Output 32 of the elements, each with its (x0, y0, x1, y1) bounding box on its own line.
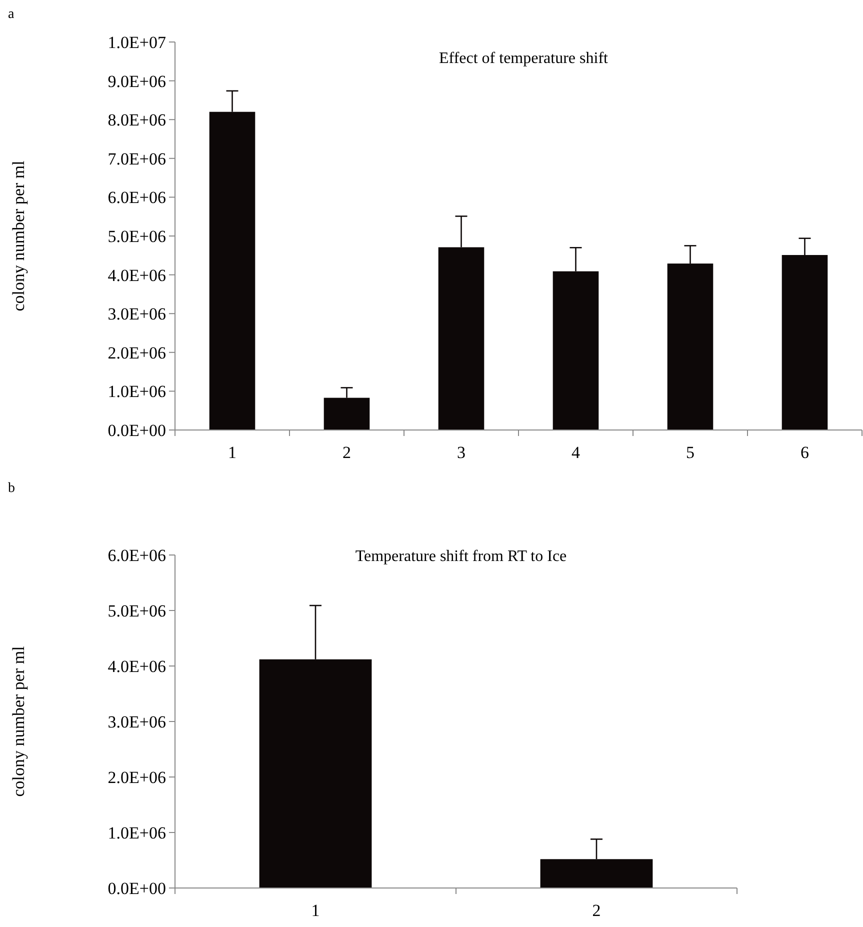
y-axis-title: colony number per ml (9, 160, 28, 312)
y-tick-label: 2.0E+06 (108, 343, 166, 362)
chart-title: Temperature shift from RT to Ice (355, 548, 567, 565)
y-tick-label: 9.0E+06 (108, 72, 166, 91)
y-tick-label: 2.0E+06 (108, 768, 166, 787)
y-tick-label: 4.0E+06 (108, 656, 166, 676)
y-tick-label: 3.0E+06 (108, 304, 166, 324)
y-tick-label: 5.0E+06 (108, 601, 166, 620)
y-tick-label: 1.0E+07 (108, 32, 166, 52)
x-tick-label: 4 (572, 443, 580, 462)
y-tick-label: 0.0E+00 (108, 420, 166, 440)
x-tick-label: 2 (592, 901, 601, 920)
y-tick-label: 8.0E+06 (108, 110, 166, 130)
y-tick-label: 7.0E+06 (108, 149, 166, 168)
y-tick-label: 1.0E+06 (108, 823, 166, 842)
x-tick-label: 1 (228, 443, 236, 462)
x-tick-label: 3 (457, 443, 466, 462)
text: a (8, 7, 15, 22)
y-tick-label: 0.0E+00 (108, 878, 166, 898)
x-tick-label: 5 (686, 443, 694, 462)
y-tick-label: 4.0E+06 (108, 266, 166, 285)
y-tick-label: 6.0E+06 (108, 546, 166, 565)
x-tick-label: 1 (311, 901, 320, 920)
x-tick-label: 6 (800, 443, 809, 462)
text: b (8, 481, 15, 496)
x-tick-label: 2 (342, 443, 351, 462)
y-tick-label: 1.0E+06 (108, 382, 166, 402)
y-tick-label: 6.0E+06 (108, 188, 166, 208)
text: Effect of temperature shift (439, 50, 609, 67)
y-tick-label: 5.0E+06 (108, 226, 166, 246)
y-tick-label: 3.0E+06 (108, 712, 166, 732)
y-axis-title: colony number per ml (9, 646, 28, 797)
